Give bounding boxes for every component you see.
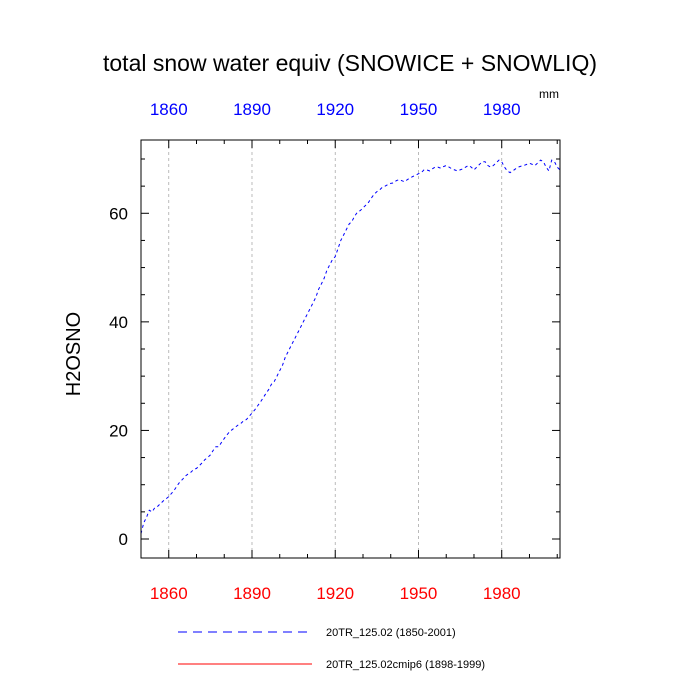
x-tick-label-bottom: 1950 (400, 584, 438, 603)
y-axis-label: H2OSNO (63, 312, 85, 396)
grid-lines (168, 140, 503, 558)
x-tick-label-top: 1980 (483, 100, 521, 119)
y-tick-label: 60 (109, 204, 128, 223)
x-tick-label-bottom: 1890 (233, 584, 271, 603)
legend-label-2: 20TR_125.02cmip6 (1898-1999) (326, 659, 485, 671)
units-label: mm (539, 87, 559, 101)
x-tick-label-top: 1860 (150, 100, 188, 119)
x-tick-label-top: 1920 (316, 100, 354, 119)
x-tick-label-bottom: 1920 (316, 584, 354, 603)
x-tick-label-top: 1890 (233, 100, 271, 119)
legend: 20TR_125.02 (1850-2001) 20TR_125.02cmip6 … (178, 627, 485, 671)
legend-label-1: 20TR_125.02 (1850-2001) (326, 627, 456, 639)
x-tick-label-top: 1950 (400, 100, 438, 119)
y-tick-label: 20 (109, 421, 128, 440)
x-tick-label-bottom: 1980 (483, 584, 521, 603)
y-tick-label: 40 (109, 313, 128, 332)
x-tick-label-bottom: 1860 (150, 584, 188, 603)
axes: 1860 1860 1890 1890 1920 1920 1950 1950 1980 1980… (109, 100, 560, 603)
chart-title: total snow water equiv (SNOWICE + SNOWLI… (103, 50, 597, 76)
series-line-1 (140, 159, 561, 534)
series-layer (140, 159, 561, 534)
y-tick-label: 0 (119, 530, 128, 549)
plot-frame (140, 139, 561, 559)
